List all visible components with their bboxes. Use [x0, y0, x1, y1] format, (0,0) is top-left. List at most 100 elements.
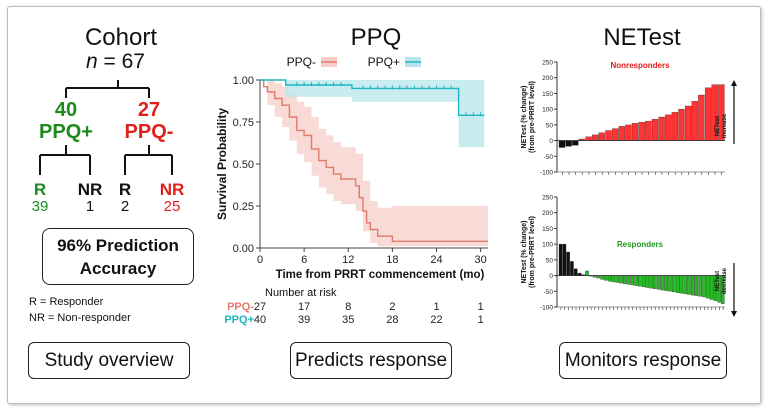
bar: [605, 130, 612, 141]
accuracy-line2: Accuracy: [79, 259, 157, 278]
y-tick-label: 200: [542, 75, 553, 82]
n-variable: n: [86, 50, 98, 73]
netest-title: NETest: [603, 24, 681, 51]
bar: [645, 275, 650, 288]
bar: [596, 275, 601, 279]
x-tick-label: 24: [430, 254, 442, 266]
x-tick-label: 12: [342, 254, 354, 266]
bar: [585, 136, 592, 141]
bar: [685, 105, 692, 141]
bar: [678, 108, 685, 141]
cohort-tree-lines: [39, 80, 173, 175]
bar: [683, 275, 687, 294]
bar: [653, 275, 657, 289]
bar: [687, 275, 691, 295]
bar: [607, 275, 612, 282]
arrow-head: [731, 80, 737, 86]
bar: [665, 114, 672, 141]
study-overview-button[interactable]: Study overview: [28, 342, 190, 379]
accuracy-box: 96% Prediction Accuracy: [42, 228, 194, 285]
bar: [668, 275, 672, 292]
legend-responder: R = Responder: [29, 296, 104, 308]
y-tick-label: 100: [542, 107, 553, 114]
bar: [611, 128, 619, 141]
bar: [618, 126, 625, 141]
figure-frame: [7, 6, 761, 404]
leaf-nr-pos: NR: [77, 180, 103, 199]
risk-value: 8: [345, 301, 351, 313]
bar: [631, 123, 639, 141]
cohort-n-label: n = 67: [86, 50, 145, 74]
bar: [694, 275, 699, 296]
y-tick-label: 1.00: [233, 75, 254, 87]
netest-responders-chart: NETest (% change) (from pre-PRRT level) -1…: [521, 195, 737, 317]
bar: [570, 261, 574, 276]
y-tick-label: 250: [542, 195, 553, 202]
bar: [641, 275, 646, 288]
y-tick-label: -50: [544, 154, 554, 161]
y-tick-label: 0.75: [233, 117, 254, 129]
bar: [672, 275, 676, 293]
risk-value: 1: [433, 301, 439, 313]
y-tick-label: -100: [540, 170, 553, 177]
x-axis-label: Time from PRRT commencement (mo): [276, 269, 485, 281]
leaf-nr-pos-value: 1: [85, 198, 95, 215]
y-tick-label: 50: [546, 257, 554, 264]
bar: [679, 275, 684, 294]
bar: [619, 275, 623, 284]
bar: [592, 134, 599, 141]
x-tick-label: 6: [301, 254, 307, 266]
bar: [656, 275, 661, 290]
bar: [671, 112, 679, 141]
km-line-PPQ-: [260, 79, 488, 243]
ppq-neg-label: PPQ-: [124, 121, 174, 143]
bar: [702, 275, 706, 298]
risk-value: 27: [254, 301, 266, 313]
bar: [675, 275, 680, 293]
bar: [698, 275, 702, 297]
risk-value: 40: [254, 314, 266, 326]
y-tick-label: 50: [546, 122, 554, 129]
risk-value: 39: [298, 314, 310, 326]
y-tick-label: 200: [542, 210, 553, 217]
risk-value: 17: [298, 301, 310, 313]
bar: [704, 87, 712, 141]
y-tick-label: 0.50: [233, 159, 254, 171]
bar: [558, 140, 566, 148]
leaf-r-pos: R: [33, 180, 47, 199]
y-tick-label: 0.25: [233, 201, 254, 213]
bar: [600, 275, 604, 280]
arrow-label-2: increase: [722, 113, 728, 138]
bar: [709, 275, 714, 300]
y-tick-label: 0.00: [233, 243, 254, 255]
monitors-response-button[interactable]: Monitors response: [559, 342, 727, 379]
y-tick-label: 0: [549, 273, 553, 280]
bar: [698, 94, 705, 141]
bar: [705, 275, 710, 299]
cohort-title: Cohort: [84, 24, 158, 51]
bar: [638, 122, 645, 141]
bar: [649, 275, 653, 289]
predicts-response-button[interactable]: Predicts response: [290, 342, 452, 379]
x-tick-label: 18: [386, 254, 398, 266]
y-tick-label: 100: [542, 242, 553, 249]
series-label: Responders: [617, 240, 664, 249]
y-tick-label: -100: [540, 305, 553, 312]
legend-series-name: PPQ+: [368, 55, 400, 69]
x-tick-label: 30: [475, 254, 487, 266]
bar: [585, 270, 589, 276]
bar: [634, 275, 638, 286]
risk-value: 1: [478, 301, 484, 313]
bar: [615, 275, 619, 283]
bar: [645, 120, 652, 141]
bar: [651, 119, 659, 141]
bar: [611, 275, 616, 283]
bar: [658, 116, 665, 141]
bar: [626, 275, 631, 285]
bar: [566, 251, 570, 276]
bar: [565, 140, 572, 147]
y-axis-label-1: NETest (% change): [521, 86, 528, 149]
y-tick-label: -50: [544, 289, 554, 296]
legend-nonresponder: NR = Non-responder: [29, 312, 131, 324]
ci-band-0: [260, 80, 488, 248]
